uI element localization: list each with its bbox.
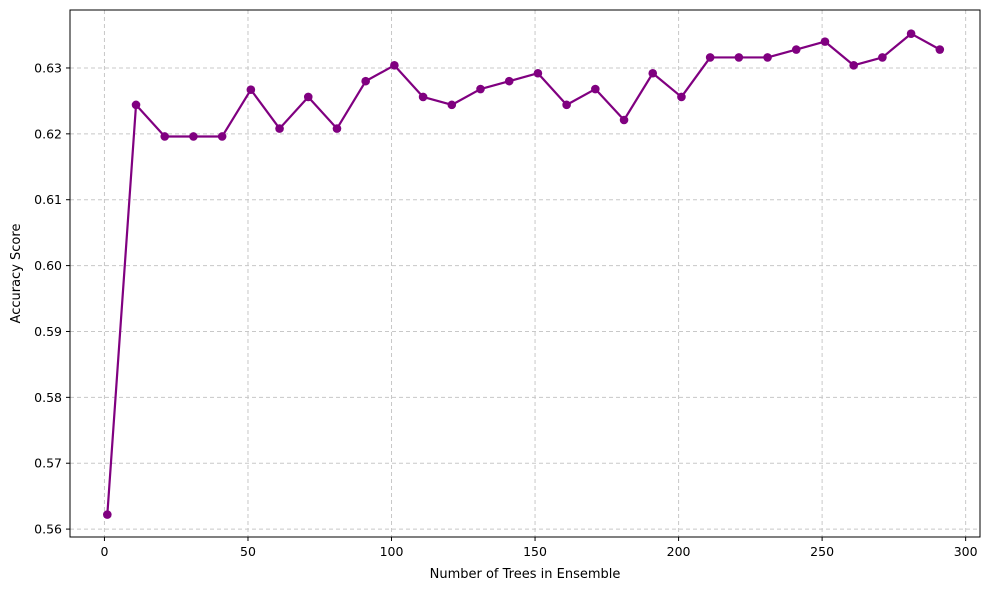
data-point-marker	[820, 37, 830, 46]
data-point-marker	[878, 53, 887, 62]
grid-layer	[70, 10, 980, 537]
y-tick-label: 0.60	[34, 258, 62, 273]
data-point-marker	[562, 100, 571, 110]
data-point-marker	[418, 92, 428, 102]
data-point-marker	[648, 68, 658, 78]
data-point-marker	[763, 53, 772, 62]
data-point-marker	[361, 76, 370, 86]
data-point-marker	[734, 53, 744, 62]
data-point-marker	[935, 45, 945, 54]
data-point-marker	[303, 92, 313, 102]
x-tick-label: 250	[810, 544, 834, 559]
data-point-marker	[619, 115, 629, 125]
y-tick-label: 0.61	[34, 192, 62, 207]
x-tick-label: 50	[240, 544, 256, 559]
data-point-marker	[217, 132, 227, 141]
x-tick-label: 0	[100, 544, 108, 559]
series-layer	[103, 29, 945, 519]
data-point-marker	[705, 53, 715, 62]
data-point-marker	[677, 92, 686, 102]
data-point-marker	[103, 510, 112, 519]
x-tick-label: 200	[667, 544, 691, 559]
y-tick-label: 0.58	[34, 390, 62, 405]
series-line	[106, 32, 941, 515]
data-point-marker	[791, 45, 801, 54]
data-point-marker	[275, 124, 284, 133]
data-point-marker	[332, 124, 342, 133]
y-tick-label: 0.56	[34, 522, 62, 537]
plot-area-frame	[69, 9, 981, 538]
data-point-marker	[189, 132, 198, 141]
y-tick-label: 0.59	[34, 324, 62, 339]
data-point-marker	[390, 61, 399, 70]
data-point-marker	[476, 84, 485, 94]
x-axis-label: Number of Trees in Ensemble	[430, 567, 621, 582]
y-tick-label: 0.62	[34, 126, 62, 141]
ticks-layer: 0 50 100 150 200 250 300 0.56 0.57 0.58 0.59 0.60 0.…	[34, 60, 977, 559]
y-tick-label: 0.57	[34, 456, 62, 471]
data-point-marker	[504, 76, 514, 86]
data-point-marker	[533, 68, 543, 78]
data-point-marker	[591, 84, 600, 94]
data-point-marker	[131, 100, 141, 110]
data-point-marker	[246, 85, 256, 95]
x-tick-label: 100	[380, 544, 404, 559]
y-tick-label: 0.63	[34, 60, 62, 75]
y-axis-label: Accuracy Score	[9, 224, 24, 324]
x-tick-label: 300	[954, 544, 978, 559]
data-point-marker	[906, 29, 916, 39]
data-point-marker	[849, 61, 858, 70]
data-point-marker	[160, 132, 170, 141]
x-tick-label: 150	[523, 544, 547, 559]
data-point-marker	[447, 100, 457, 110]
